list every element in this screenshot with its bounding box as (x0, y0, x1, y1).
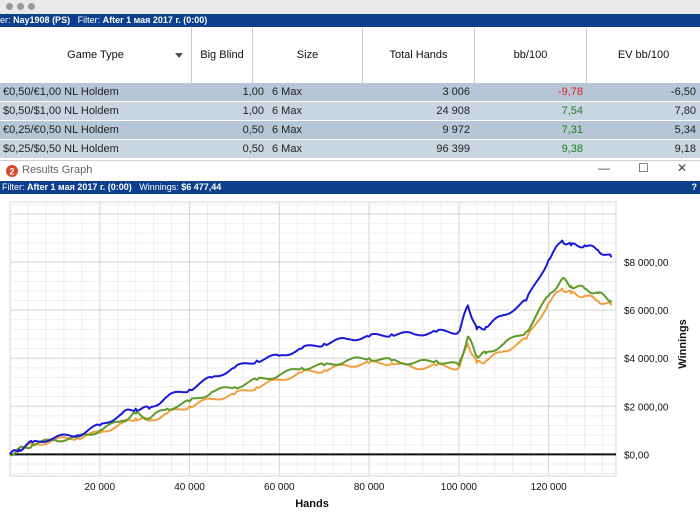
column-header-total-hands[interactable]: Total Hands (363, 28, 475, 83)
filter-value: After 1 мая 2017 г. (0:00) (102, 15, 208, 25)
winnings-label: Winnings: (139, 182, 179, 192)
cell-game-type: €0,25/€0,50 NL Holdem (3, 124, 119, 136)
cell-bb100: 7,54 (561, 105, 583, 117)
cell-ev-bb100: 7,80 (674, 105, 696, 117)
filter-label: Filter: (77, 15, 101, 25)
x-axis-ticks: 20 000 40 000 60 000 80 000 100 000 120 000 (84, 482, 567, 493)
graph-filter-label: Filter: (2, 182, 25, 192)
series-line-0 (9, 239, 613, 455)
close-icon[interactable]: ✕ (677, 161, 688, 175)
column-header-game-type[interactable]: Game Type (0, 28, 192, 83)
window-minimize-dot-icon[interactable] (17, 3, 24, 10)
cell-big-blind: 0,50 (242, 143, 264, 155)
cell-bb100: 7,31 (561, 124, 583, 136)
winnings-value: $6 477,44 (181, 182, 222, 192)
y-tick-label: $0,00 (624, 450, 649, 461)
column-header-ev-bb100[interactable]: EV bb/100 (617, 49, 670, 61)
cell-bb100: 9,38 (561, 143, 583, 155)
cell-size: 6 Max (272, 105, 302, 117)
y-tick-label: $2 000,00 (624, 402, 669, 413)
x-tick-label: 60 000 (264, 482, 295, 493)
sort-arrow-icon[interactable] (175, 53, 183, 58)
column-header-big-blind[interactable]: Big Blind (192, 28, 253, 83)
chart-series (9, 239, 613, 457)
cell-total-hands: 3 006 (442, 86, 470, 98)
series-line-1 (9, 277, 613, 457)
table-row[interactable]: €0,50/€1,00 NL Holdem 1,00 6 Max 3 006 -9,78… (0, 83, 700, 101)
graph-filter-value: After 1 мая 2017 г. (0:00) (27, 182, 132, 192)
table-row[interactable]: $0,25/$0,50 NL Holdem 0,50 6 Max 96 399 9,38… (0, 140, 700, 158)
y-tick-label: $4 000,00 (624, 354, 669, 365)
cell-big-blind: 1,00 (242, 86, 264, 98)
series-line-2 (9, 287, 613, 455)
help-icon[interactable]: ? (691, 182, 698, 192)
graph-window-title: Results Graph (22, 164, 93, 176)
filter-prefix: er: (0, 15, 11, 25)
column-header-size[interactable]: Size (253, 28, 363, 83)
y-axis-ticks: $0,00 $2 000,00 $4 000,00 $6 000,00 $8 000,0… (624, 258, 669, 461)
cell-total-hands: 24 908 (436, 105, 470, 117)
window-close-dot-icon[interactable] (6, 3, 13, 10)
table-row[interactable]: $0,50/$1,00 NL Holdem 1,00 6 Max 24 908 7,54… (0, 102, 700, 120)
maximize-icon[interactable]: ☐ (638, 161, 649, 175)
y-tick-label: $6 000,00 (624, 306, 669, 317)
x-tick-label: 100 000 (441, 482, 478, 493)
results-graph-titlebar: 2 Results Graph (0, 160, 700, 181)
cell-game-type: €0,50/€1,00 NL Holdem (3, 86, 119, 98)
y-axis-label: Winnings (677, 319, 689, 368)
stats-filter-bar: er: Nay1908 (PS) Filter: After 1 мая 201… (0, 14, 700, 27)
table-row[interactable]: €0,25/€0,50 NL Holdem 0,50 6 Max 9 972 7,31 5… (0, 121, 700, 139)
x-tick-label: 20 000 (84, 482, 115, 493)
x-tick-label: 120 000 (531, 482, 568, 493)
stats-table-header: Game Type Big Blind Size Total Hands bb/… (0, 28, 700, 84)
cell-ev-bb100: -6,50 (670, 86, 696, 98)
cell-big-blind: 1,00 (242, 105, 264, 117)
x-tick-label: 80 000 (354, 482, 385, 493)
y-tick-label: $8 000,00 (624, 258, 669, 269)
column-header-bb100[interactable]: bb/100 (475, 28, 587, 83)
cell-bb100: -9,78 (557, 86, 583, 98)
cell-ev-bb100: 9,18 (674, 143, 696, 155)
cell-size: 6 Max (272, 86, 302, 98)
graph-filter-bar: Filter: After 1 мая 2017 г. (0:00) Winni… (0, 181, 700, 194)
svg-text:2: 2 (9, 167, 14, 177)
results-chart: 20 000 40 000 60 000 80 000 100 000 120 000 $… (9, 201, 689, 510)
cell-game-type: $0,25/$0,50 NL Holdem (3, 143, 119, 155)
cell-game-type: $0,50/$1,00 NL Holdem (3, 105, 119, 117)
x-axis-label: Hands (295, 498, 329, 510)
cell-total-hands: 9 972 (442, 124, 470, 136)
app-logo-icon: 2 (6, 165, 18, 177)
cell-size: 6 Max (272, 124, 302, 136)
cell-size: 6 Max (272, 143, 302, 155)
cell-total-hands: 96 399 (436, 143, 470, 155)
window-titlebar (0, 0, 700, 14)
window-zoom-dot-icon[interactable] (28, 3, 35, 10)
cell-big-blind: 0,50 (242, 124, 264, 136)
cell-ev-bb100: 5,34 (674, 124, 696, 136)
x-tick-label: 40 000 (174, 482, 205, 493)
minimize-icon[interactable]: — (598, 161, 610, 175)
player-name: Nay1908 (PS) (13, 15, 71, 25)
